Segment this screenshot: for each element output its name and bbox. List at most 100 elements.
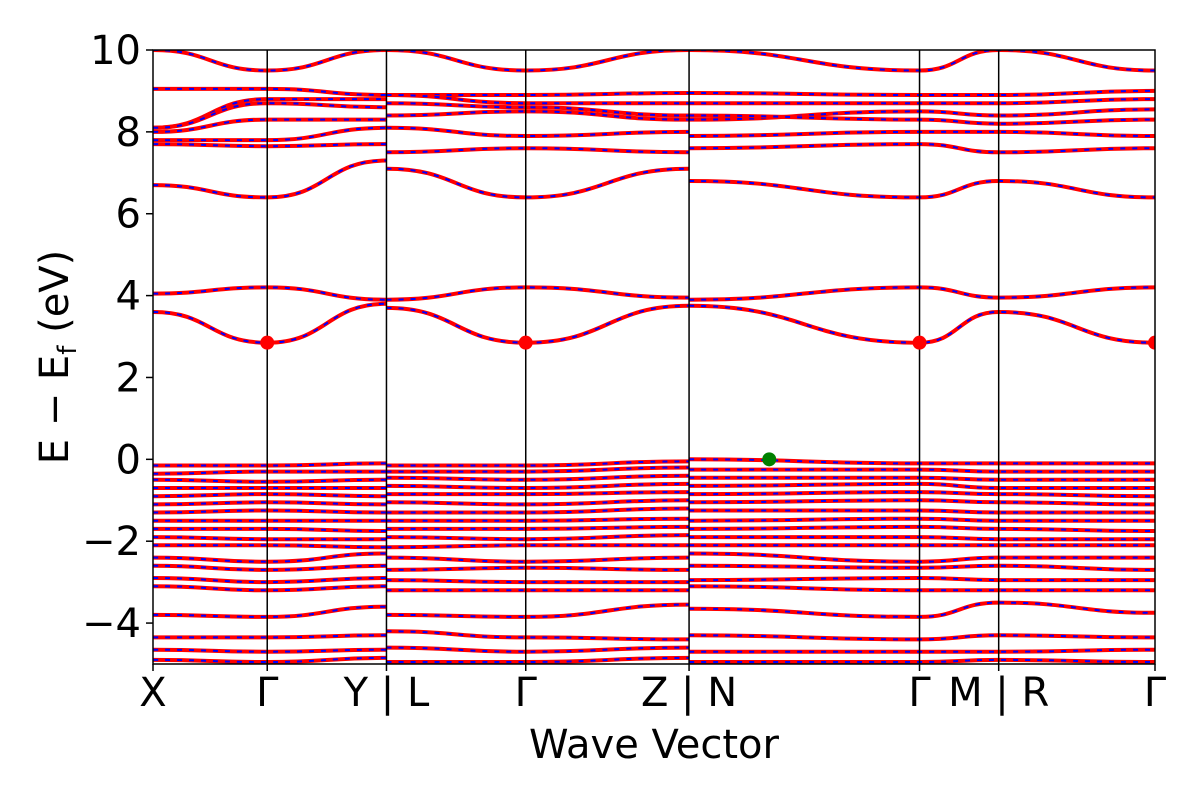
band-26-overlay-0 [153, 634, 387, 639]
band-15-overlay-0 [153, 501, 387, 506]
band-4-overlay-1 [386, 110, 690, 121]
band-23-segment-1 [386, 578, 690, 585]
band-15-overlay-2 [689, 499, 1155, 506]
band-24-overlay-2 [689, 585, 1155, 592]
band-1-overlay-0 [153, 87, 387, 96]
x-axis-label: Wave Vector [529, 722, 780, 768]
band-15-segment-0 [153, 500, 387, 507]
band-27-overlay-2 [689, 648, 1155, 653]
band-12-overlay-2 [689, 476, 1155, 481]
band-18-overlay-2 [689, 525, 1155, 532]
band-21-overlay-0 [153, 552, 387, 563]
band-14-segment-1 [386, 490, 690, 497]
band-8-segment-1 [386, 285, 690, 302]
band-6-segment-2 [689, 142, 1155, 155]
band-8-overlay-1 [386, 286, 690, 301]
band-16-overlay-0 [153, 509, 387, 514]
band-11-overlay-2 [689, 468, 1155, 473]
band-10-segment-0 [153, 461, 387, 468]
band-7-segment-2 [689, 178, 1155, 200]
band-27-segment-0 [153, 647, 387, 654]
y-tick-label-4: 2 [116, 355, 141, 401]
band-12-overlay-1 [386, 474, 690, 481]
band-24-overlay-0 [153, 585, 387, 592]
band-18-segment-0 [153, 526, 387, 533]
x-tick-label-7: Γ [1144, 670, 1167, 716]
y-tick-label-0: 10 [90, 28, 141, 74]
band-9-overlay-1 [386, 304, 690, 344]
band-6-overlay-0 [153, 143, 387, 148]
band-8-overlay-2 [689, 286, 1155, 301]
cbm-marker-0 [260, 335, 275, 350]
band-22-overlay-2 [689, 564, 1155, 571]
x-tick-label-5: Γ [908, 670, 931, 716]
band-21-overlay-1 [386, 556, 690, 563]
band-10-overlay-0 [153, 462, 387, 467]
band-25-overlay-0 [153, 605, 387, 618]
y-tick-label-6: −2 [82, 519, 141, 565]
band-edge-markers [260, 335, 1155, 467]
band-22-overlay-1 [386, 566, 690, 571]
band-23-overlay-2 [689, 576, 1155, 582]
plot-frame [152, 49, 1156, 665]
x-tick-label-1: Γ [256, 670, 279, 716]
band-20-segment-0 [153, 543, 387, 550]
band-26-overlay-2 [689, 634, 1155, 641]
band-24-segment-0 [153, 584, 387, 593]
band-17-segment-1 [386, 516, 690, 523]
band-17-overlay-2 [689, 517, 1155, 522]
y-axis-label-main: E − E [32, 355, 78, 465]
band-25-overlay-1 [386, 603, 690, 618]
band-3-segment-0 [153, 101, 387, 130]
band-15-overlay-1 [386, 499, 690, 506]
band-20-overlay-0 [153, 544, 387, 549]
band-0-segment-1 [386, 50, 690, 73]
y-tick-label-7: −4 [82, 601, 141, 647]
band-15-segment-1 [386, 498, 690, 507]
band-7-overlay-1 [386, 167, 690, 199]
band-21-segment-0 [153, 551, 387, 564]
band-2-overlay-2 [689, 98, 1155, 105]
band-5-segment-1 [386, 125, 690, 139]
band-27-overlay-0 [153, 648, 387, 653]
band-26-segment-1 [386, 629, 690, 642]
band-28-overlay-1 [386, 656, 690, 663]
band-23-overlay-1 [386, 579, 690, 584]
band-12-segment-1 [386, 473, 690, 482]
band-11-overlay-0 [153, 470, 387, 475]
band-3-overlay-1 [386, 102, 690, 117]
band-27-segment-1 [386, 645, 690, 654]
band-11-segment-1 [386, 465, 690, 474]
band-16-overlay-1 [386, 507, 690, 514]
band-11-overlay-1 [386, 466, 690, 473]
band-1-overlay-2 [689, 89, 1155, 97]
band-7-overlay-0 [153, 159, 387, 199]
band-10-overlay-2 [689, 458, 1155, 465]
band-1-segment-1 [386, 91, 690, 98]
band-22-segment-0 [153, 563, 387, 572]
band-13-segment-1 [386, 481, 690, 491]
y-tick-label-1: 8 [116, 110, 141, 156]
band-0-overlay-1 [386, 50, 690, 72]
band-14-overlay-2 [689, 491, 1155, 498]
band-25-segment-0 [153, 604, 387, 619]
band-18-overlay-0 [153, 527, 387, 532]
band-0-overlay-0 [153, 50, 387, 72]
x-tick-label-0: X [139, 670, 166, 716]
x-tick-label-3: Γ [515, 670, 538, 716]
band-20-overlay-1 [386, 544, 690, 549]
band-22-segment-1 [386, 565, 690, 572]
band-1-segment-0 [153, 86, 387, 97]
band-4-overlay-2 [689, 114, 1155, 125]
band-19-overlay-2 [689, 536, 1155, 541]
band-10-overlay-1 [386, 460, 690, 467]
band-19-overlay-1 [386, 534, 690, 541]
y-axis-label-subscript: f [53, 345, 83, 355]
band-6-segment-0 [153, 142, 387, 149]
x-tick-label-4: Z | N [641, 670, 737, 716]
band-14-overlay-0 [153, 493, 387, 498]
bands-layer [153, 50, 1155, 664]
band-6-overlay-2 [689, 143, 1155, 154]
band-25-segment-1 [386, 602, 690, 619]
band-6-overlay-1 [386, 147, 690, 154]
